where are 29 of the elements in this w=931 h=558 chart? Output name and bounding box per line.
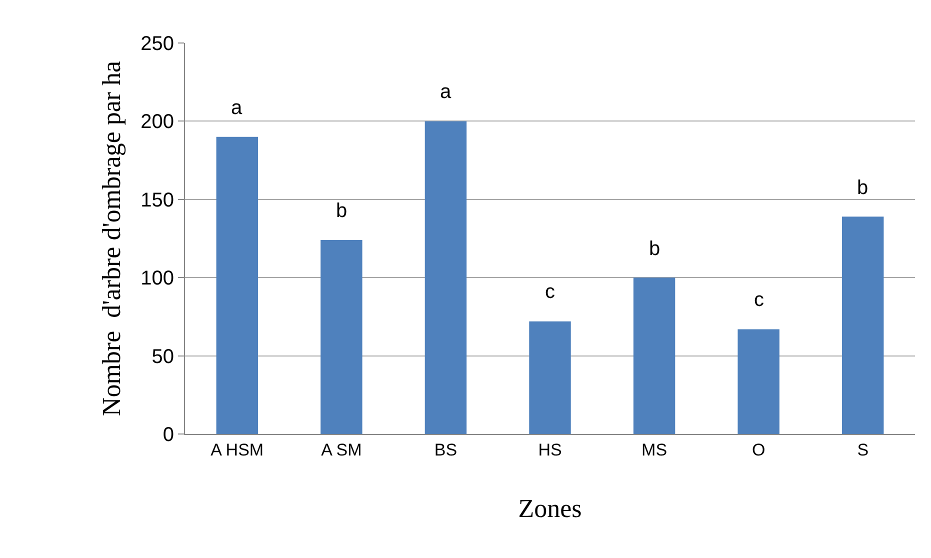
y-tick-label: 0 [162, 424, 174, 446]
y-tick-label: 250 [140, 33, 174, 55]
bar [320, 240, 362, 434]
annotation: a [231, 97, 243, 119]
annotation: a [440, 81, 452, 103]
bar [424, 121, 467, 434]
y-tick-label: 150 [140, 189, 174, 212]
x-axis-title: Zones [518, 494, 582, 524]
x-tick-label: O [752, 440, 766, 460]
bar [842, 216, 884, 434]
y-tick-label: 50 [152, 346, 174, 368]
y-axis-title: Nombre d'arbre d'ombrage par ha [97, 60, 126, 416]
bar [216, 136, 258, 434]
x-tick-label: HS [538, 440, 562, 460]
annotation: b [649, 238, 660, 260]
x-tick-label: A HSM [210, 440, 264, 460]
annotation: b [336, 200, 348, 222]
annotation: c [545, 281, 555, 303]
y-tick-label: 100 [140, 268, 174, 290]
annotation: c [754, 289, 764, 311]
x-tick-label: S [857, 440, 869, 460]
annotation: b [857, 177, 868, 199]
x-tick-label: A SM [321, 440, 362, 460]
x-tick-label: MS [642, 440, 668, 460]
y-tick-label: 200 [140, 111, 174, 134]
x-tick-label: BS [434, 440, 458, 460]
bar [738, 329, 780, 434]
bar [633, 278, 676, 434]
bar [529, 321, 571, 434]
